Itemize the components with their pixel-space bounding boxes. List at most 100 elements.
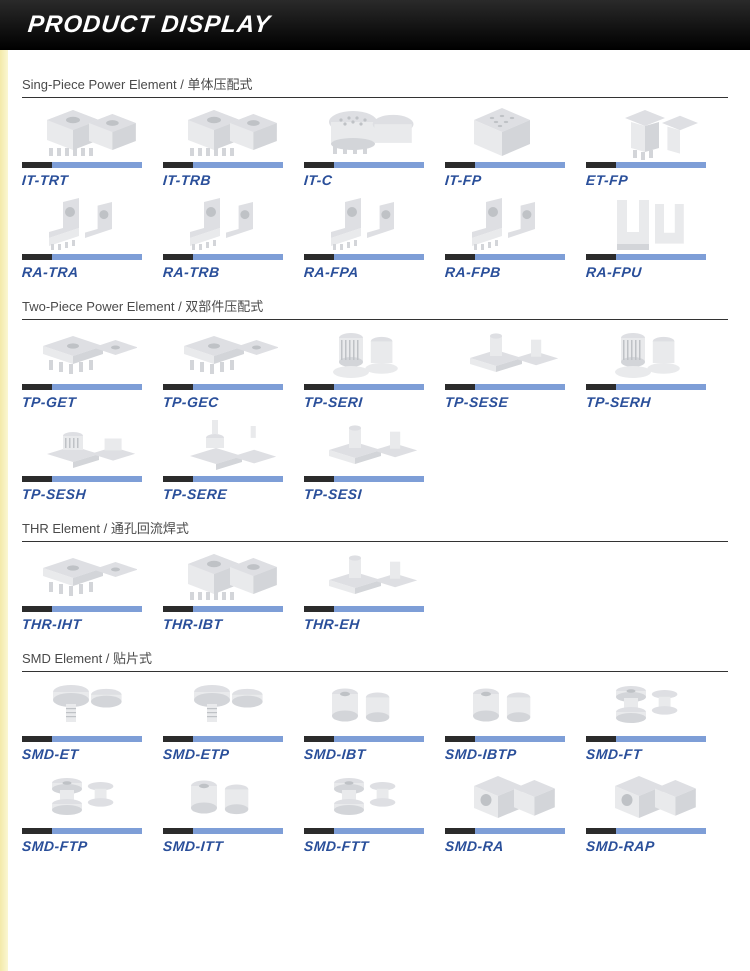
accent-bar (586, 162, 706, 168)
product-item[interactable]: SMD-ET (22, 670, 163, 762)
product-item[interactable]: THR-IBT (163, 540, 304, 632)
product-item[interactable]: IT-C (304, 96, 445, 188)
accent-bar (304, 162, 424, 168)
product-thumbnail (22, 418, 142, 474)
section: THR Element / 通孔回流焊式THR-IHTTHR-IBTTHR-EH (22, 518, 728, 632)
product-grid: THR-IHTTHR-IBTTHR-EH (22, 540, 728, 632)
section: Two-Piece Power Element / 双部件压配式TP-GETTP… (22, 296, 728, 502)
accent-bar (163, 606, 283, 612)
product-item[interactable]: TP-SERI (304, 318, 445, 410)
accent-bar (22, 476, 142, 482)
product-item[interactable]: RA-FPA (304, 188, 445, 280)
product-grid: IT-TRTIT-TRBIT-CIT-FPET-FPRA-TRARA-TRBRA… (22, 96, 728, 280)
product-code: THR-EH (303, 616, 445, 632)
product-thumbnail (163, 326, 283, 382)
accent-bar (163, 384, 283, 390)
product-code: RA-FPB (444, 264, 586, 280)
product-thumbnail (163, 418, 283, 474)
product-thumbnail (586, 770, 706, 826)
product-thumbnail (445, 196, 565, 252)
product-thumbnail (163, 104, 283, 160)
product-item[interactable]: SMD-IBT (304, 670, 445, 762)
accent-bar (163, 162, 283, 168)
product-code: ET-FP (585, 172, 727, 188)
product-code: SMD-ETP (162, 746, 304, 762)
product-code: SMD-FTT (303, 838, 445, 854)
accent-bar (304, 476, 424, 482)
product-thumbnail (163, 770, 283, 826)
product-item[interactable]: IT-FP (445, 96, 586, 188)
product-item[interactable]: SMD-RAP (586, 762, 727, 854)
accent-bar (304, 736, 424, 742)
product-code: IT-C (303, 172, 445, 188)
product-thumbnail (22, 678, 142, 734)
product-item[interactable]: TP-SERE (163, 410, 304, 502)
product-code: TP-GEC (162, 394, 304, 410)
accent-bar (445, 384, 565, 390)
accent-bar (586, 254, 706, 260)
product-item[interactable]: SMD-ITT (163, 762, 304, 854)
product-thumbnail (445, 770, 565, 826)
product-item[interactable]: TP-GEC (163, 318, 304, 410)
product-thumbnail (445, 104, 565, 160)
content-area: Sing-Piece Power Element / 单体压配式IT-TRTIT… (0, 50, 750, 971)
accent-bar (304, 254, 424, 260)
product-item[interactable]: RA-TRB (163, 188, 304, 280)
product-item[interactable]: ET-FP (586, 96, 727, 188)
product-item[interactable]: IT-TRT (22, 96, 163, 188)
accent-bar (163, 828, 283, 834)
product-thumbnail (163, 678, 283, 734)
product-item[interactable]: RA-FPB (445, 188, 586, 280)
product-item[interactable]: TP-SESH (22, 410, 163, 502)
product-item[interactable]: TP-SESI (304, 410, 445, 502)
accent-bar (163, 476, 283, 482)
accent-bar (586, 384, 706, 390)
section: SMD Element / 贴片式SMD-ETSMD-ETPSMD-IBTSMD… (22, 648, 728, 854)
product-code: SMD-FT (585, 746, 727, 762)
product-thumbnail (22, 548, 142, 604)
product-code: TP-SESI (303, 486, 445, 502)
product-thumbnail (586, 104, 706, 160)
product-item[interactable]: SMD-FT (586, 670, 727, 762)
accent-bar (22, 736, 142, 742)
accent-bar (22, 384, 142, 390)
product-item[interactable]: TP-GET (22, 318, 163, 410)
accent-bar (445, 828, 565, 834)
product-code: SMD-RA (444, 838, 586, 854)
product-item[interactable]: THR-IHT (22, 540, 163, 632)
product-code: SMD-ITT (162, 838, 304, 854)
product-item[interactable]: SMD-FTP (22, 762, 163, 854)
accent-bar (304, 384, 424, 390)
product-code: IT-FP (444, 172, 586, 188)
product-thumbnail (304, 678, 424, 734)
product-thumbnail (304, 326, 424, 382)
product-item[interactable]: SMD-ETP (163, 670, 304, 762)
product-item[interactable]: TP-SESE (445, 318, 586, 410)
accent-bar (22, 606, 142, 612)
product-item[interactable]: RA-FPU (586, 188, 727, 280)
product-item[interactable]: SMD-IBTP (445, 670, 586, 762)
product-item[interactable]: TP-SERH (586, 318, 727, 410)
product-item[interactable]: SMD-RA (445, 762, 586, 854)
accent-bar (445, 254, 565, 260)
product-thumbnail (22, 196, 142, 252)
product-thumbnail (586, 678, 706, 734)
product-item[interactable]: SMD-FTT (304, 762, 445, 854)
product-code: THR-IBT (162, 616, 304, 632)
product-code: TP-SESE (444, 394, 586, 410)
product-code: THR-IHT (21, 616, 163, 632)
page: PRODUCT DISPLAY Sing-Piece Power Element… (0, 0, 750, 971)
accent-bar (304, 606, 424, 612)
product-thumbnail (304, 196, 424, 252)
product-item[interactable]: THR-EH (304, 540, 445, 632)
product-grid: SMD-ETSMD-ETPSMD-IBTSMD-IBTPSMD-FT SMD-FT… (22, 670, 728, 854)
product-thumbnail (163, 548, 283, 604)
product-item[interactable]: RA-TRA (22, 188, 163, 280)
product-thumbnail (445, 678, 565, 734)
product-thumbnail (445, 326, 565, 382)
product-item[interactable]: IT-TRB (163, 96, 304, 188)
header-bar: PRODUCT DISPLAY (0, 0, 750, 50)
product-thumbnail (22, 104, 142, 160)
product-code: SMD-IBT (303, 746, 445, 762)
product-code: SMD-FTP (21, 838, 163, 854)
